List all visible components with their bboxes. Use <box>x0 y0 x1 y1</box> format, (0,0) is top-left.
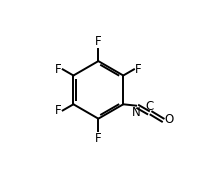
Text: F: F <box>135 62 142 75</box>
Text: F: F <box>55 104 61 117</box>
Text: F: F <box>95 132 102 145</box>
Text: F: F <box>95 35 102 48</box>
Text: C: C <box>146 100 154 112</box>
Text: N: N <box>132 106 140 119</box>
Text: F: F <box>55 63 61 76</box>
Text: O: O <box>165 113 174 126</box>
